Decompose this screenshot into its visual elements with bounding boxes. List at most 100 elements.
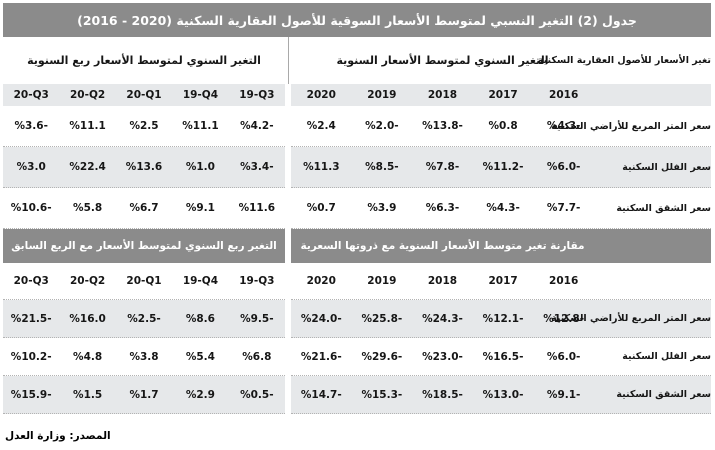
column-gap: [285, 147, 291, 188]
quarter-column-header: 19-Q3: [239, 275, 275, 287]
value-cell: %15.3-: [361, 388, 403, 401]
value-cell: %5.8: [73, 202, 103, 214]
table1-annual-section-header: التغير السنوي لمتوسط الأسعار السنوية: [336, 54, 549, 67]
year-column-header: 2019: [367, 89, 397, 101]
quarter-column-header: 19-Q4: [182, 89, 219, 101]
value-cell: %24.0-: [300, 312, 342, 325]
value-cell: %18.5-: [422, 388, 463, 401]
year-column-header: 2020: [306, 89, 336, 101]
row-label: سعر المتر المربع للأراضي السكنية: [551, 313, 711, 324]
table2-annual-section-header: مقارنة تغير متوسط الأسعار السنوية مع ذرو…: [300, 240, 585, 252]
column-gap: [285, 300, 291, 338]
value-cell: %10.6-: [10, 202, 52, 214]
value-cell: %9.1-: [546, 388, 581, 401]
column-gap: [285, 106, 291, 147]
annual-values: %14.7- %15.3- %18.5- %13.0- %9.1- سعر ال…: [291, 376, 711, 414]
quarterly-values: %3.6- %11.1 %2.5 %11.1 %4.2-: [3, 106, 285, 147]
quarter-column-header: 20-Q3: [13, 89, 49, 101]
quarterly-values: %21.5- %16.0 %2.5- %8.6 %9.5-: [3, 300, 285, 338]
row-label: سعر الشقق السكنية: [616, 202, 711, 214]
section-divider: [285, 37, 291, 84]
year-column-header: 2018: [427, 89, 458, 101]
table-row: %10.2- %4.8 %3.8 %5.4 %6.8 %21.6- %29.6-…: [3, 338, 711, 376]
value-cell: %1.5: [73, 388, 103, 401]
row-label: سعر الفلل السكنية: [622, 351, 711, 362]
value-cell: %5.4: [185, 350, 215, 363]
table1-assets-column-header: تغير الأسعار للأصول العقارية السكنية: [537, 55, 711, 66]
value-cell: %11.1: [69, 120, 106, 132]
value-cell: %6.3-: [425, 202, 460, 214]
value-cell: %3.0: [16, 161, 46, 173]
value-cell: %8.6: [185, 312, 215, 325]
value-cell: %0.5-: [240, 388, 274, 401]
divider-line: [287, 37, 289, 84]
value-cell: %8.5-: [365, 161, 399, 173]
value-cell: %21.6-: [300, 350, 342, 363]
row-label: سعر الفلل السكنية: [622, 161, 711, 173]
value-cell: %14.7-: [300, 388, 342, 401]
column-gap: [285, 84, 291, 106]
value-cell: %4.2-: [240, 120, 274, 132]
value-cell: %2.0-: [365, 120, 399, 132]
value-cell: %25.8-: [361, 312, 403, 325]
quarter-column-header: 20-Q1: [126, 275, 162, 287]
value-cell: %2.4: [306, 120, 336, 132]
table2-annual-band: مقارنة تغير متوسط الأسعار السنوية مع ذرو…: [291, 229, 711, 263]
label-column-spacer: [594, 84, 711, 106]
value-cell: %3.9: [367, 202, 397, 214]
label-column-spacer: [594, 263, 711, 299]
value-cell: %12.8-: [543, 312, 585, 325]
value-cell: %1.7: [129, 388, 159, 401]
value-cell: %0.8: [488, 120, 518, 132]
value-cell: %2.5: [129, 120, 159, 132]
year-column-header: 2016: [549, 89, 579, 101]
table2-quarter-headers: 20-Q3 20-Q2 20-Q1 19-Q4 19-Q3: [3, 263, 285, 300]
value-cell: %0.7: [306, 202, 336, 214]
quarter-column-header: 20-Q2: [70, 275, 106, 287]
year-column-header: 2018: [427, 275, 458, 287]
value-cell: %16.5-: [482, 350, 524, 363]
value-cell: %29.6-: [361, 350, 403, 363]
quarter-column-header: 19-Q4: [182, 275, 219, 287]
table-row: %3.6- %11.1 %2.5 %11.1 %4.2- %2.4 %2.0- …: [3, 106, 711, 147]
value-cell: %24.3-: [422, 312, 463, 325]
annual-values: %21.6- %29.6- %23.0- %16.5- %6.0- سعر ال…: [291, 338, 711, 376]
table-title-bar: جدول (2) التغير النسبي لمتوسط الأسعار ال…: [3, 3, 711, 37]
value-cell: %3.8: [129, 350, 159, 363]
value-cell: %7.8-: [425, 161, 460, 173]
annual-values: %11.3 %8.5- %7.8- %11.2- %6.0- سعر الفلل…: [291, 147, 711, 188]
table1-section-headers: التغير السنوي لمتوسط الأسعار ربع السنوية…: [3, 37, 711, 84]
table-row: %3.0 %22.4 %13.6 %1.0 %3.4- %11.3 %8.5- …: [3, 147, 711, 188]
value-cell: %12.1-: [482, 312, 524, 325]
quarterly-values: %15.9- %1.5 %1.7 %2.9 %0.5-: [3, 376, 285, 414]
value-cell: %3.6-: [14, 120, 48, 132]
annual-values: %0.7 %3.9 %6.3- %4.3- %7.7- سعر الشقق ال…: [291, 188, 711, 229]
value-cell: %11.2-: [482, 161, 524, 173]
value-cell: %6.7: [129, 202, 159, 214]
column-gap: [285, 263, 291, 300]
label-column-spacer: [594, 229, 711, 263]
quarterly-values: %3.0 %22.4 %13.6 %1.0 %3.4-: [3, 147, 285, 188]
table-row: %10.6- %5.8 %6.7 %9.1 %11.6 %0.7 %3.9 %6…: [3, 188, 711, 229]
value-cell: %9.5-: [240, 312, 274, 325]
table2-section-headers: التغير ربع السنوي لمتوسط الأسعار مع الرب…: [3, 229, 711, 263]
column-gap: [285, 229, 291, 263]
annual-values: %2.4 %2.0- %13.8- %0.8 %4.3- سعر المتر ا…: [291, 106, 711, 147]
value-cell: %15.9-: [10, 388, 52, 401]
value-cell: %22.4: [69, 161, 106, 173]
value-cell: %13.6: [125, 161, 163, 173]
row-label: سعر المتر المربع للأراضي السكنية: [551, 120, 711, 132]
quarterly-values: %10.6- %5.8 %6.7 %9.1 %11.6: [3, 188, 285, 229]
value-cell: %11.6: [238, 202, 276, 214]
value-cell: %6.8: [242, 350, 272, 363]
value-cell: %11.1: [182, 120, 219, 132]
value-cell: %6.0-: [546, 161, 581, 173]
value-cell: %4.3-: [546, 120, 581, 132]
quarterly-values: %10.2- %4.8 %3.8 %5.4 %6.8: [3, 338, 285, 376]
value-cell: %16.0: [69, 312, 106, 325]
table1-year-headers: 2020 2019 2018 2017 2016: [291, 84, 711, 106]
quarter-column-header: 20-Q1: [126, 89, 162, 101]
value-cell: %10.2-: [10, 350, 52, 363]
table2-quarterly-section-header: التغير ربع السنوي لمتوسط الأسعار مع الرب…: [3, 229, 285, 263]
